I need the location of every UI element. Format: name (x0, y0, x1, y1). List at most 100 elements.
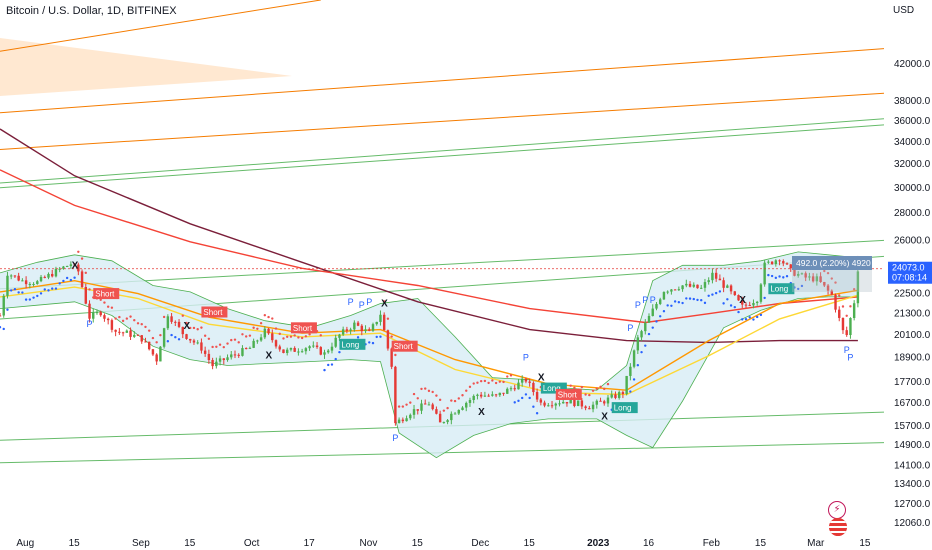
psar-dot (323, 368, 326, 372)
candle-body (47, 273, 50, 278)
candle-body (509, 388, 513, 390)
candle-body (457, 409, 460, 414)
x-tick-label: 15 (524, 538, 536, 549)
y-tick-label: 13400.0 (894, 479, 931, 490)
psar-dot (181, 314, 184, 317)
x-tick-label: Aug (16, 538, 34, 549)
candle-body (77, 264, 80, 272)
candle-body (752, 303, 755, 306)
x-marker: X (266, 351, 273, 362)
psar-dot (330, 363, 334, 366)
psar-dot (573, 386, 576, 389)
candle-body (282, 349, 285, 354)
moving-average-line (0, 279, 859, 391)
x-marker: X (72, 260, 79, 271)
candle-body (159, 346, 162, 362)
us-flag-icon[interactable] (829, 518, 847, 536)
candle-body (681, 285, 684, 290)
psar-dot (834, 281, 837, 284)
y-tick-label: 18900.0 (894, 353, 931, 364)
psar-dot (293, 334, 296, 337)
psar-dot (159, 333, 162, 337)
candle-body (32, 283, 35, 285)
candle-body (808, 276, 811, 278)
candle-body (334, 337, 337, 347)
candle-body (524, 378, 528, 382)
candle-body (43, 276, 46, 278)
psar-dot (54, 287, 58, 290)
psar-dot (763, 296, 766, 300)
p-marker: P (635, 300, 641, 310)
candle-body (748, 304, 751, 306)
candle-body (603, 401, 606, 404)
psar-dot (155, 341, 158, 344)
psar-dot (84, 271, 87, 275)
candle-body (782, 261, 785, 264)
psar-dot (714, 291, 718, 295)
y-tick-label: 16700.0 (894, 398, 931, 409)
candle-body (267, 328, 270, 334)
candle-body (133, 334, 136, 337)
psar-dot (133, 319, 136, 322)
psar-dot (192, 326, 196, 330)
lightning-icon[interactable]: ⚡ (828, 501, 846, 519)
candle-body (28, 284, 32, 286)
psar-dot (838, 294, 841, 297)
psar-dot (382, 300, 386, 303)
psar-dot (472, 382, 475, 385)
candle-body (181, 326, 184, 335)
x-tick-label: Sep (132, 538, 150, 549)
psar-dot (244, 335, 248, 338)
psar-dot (759, 313, 763, 317)
candle-body (58, 268, 61, 270)
bollinger-band-fill (0, 251, 858, 458)
candle-body (200, 342, 203, 351)
trendline (0, 118, 884, 184)
psar-dot (39, 292, 43, 295)
candle-body (685, 283, 688, 286)
candle-body (0, 315, 2, 317)
psar-dot (767, 273, 770, 277)
psar-dot (580, 385, 584, 389)
candle-body (558, 403, 561, 405)
psar-dot (502, 380, 505, 384)
candle-body (491, 394, 494, 396)
y-tick-label: 42000.0 (894, 59, 931, 70)
x-tick-label: 15 (412, 538, 424, 549)
fan-area (0, 38, 292, 96)
bollinger-lower (0, 296, 858, 459)
bollinger-upper (0, 251, 858, 391)
x-tick-label: 2023 (587, 538, 610, 549)
candle-body (759, 284, 763, 302)
candle-body (330, 346, 334, 351)
signal-box-short (391, 340, 418, 352)
psar-dot (457, 397, 460, 400)
candle-body (845, 330, 848, 336)
candle-body (364, 329, 367, 332)
y-tick-label: 30000.0 (894, 183, 931, 194)
psar-dot (509, 374, 513, 377)
psar-dot (659, 315, 662, 318)
candle-body (226, 357, 229, 361)
psar-dot (47, 289, 50, 292)
moving-average-line (0, 169, 858, 324)
candle-body (554, 403, 557, 406)
trendline (0, 239, 884, 290)
candle-body (341, 329, 345, 335)
psar-dot (755, 315, 759, 319)
candle-body (424, 403, 427, 405)
psar-dot (289, 335, 293, 338)
candle-body (461, 407, 464, 410)
psar-dot (103, 301, 106, 304)
candle-body (438, 413, 442, 423)
psar-dot (189, 326, 192, 330)
psar-dot (774, 276, 778, 280)
psar-dot (2, 327, 5, 331)
psar-dot (21, 291, 24, 294)
psar-dot (685, 297, 688, 300)
psar-dot (468, 385, 472, 389)
p-marker: P (844, 345, 850, 355)
psar-dot (785, 275, 789, 278)
